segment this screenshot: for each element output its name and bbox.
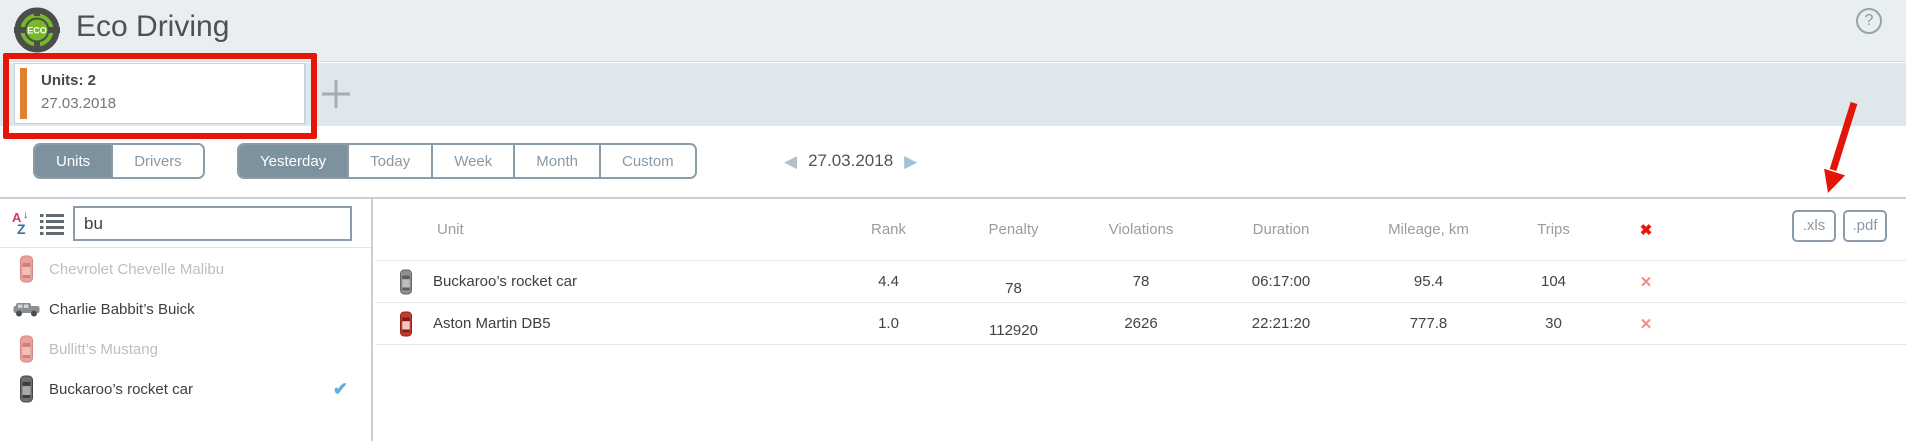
col-trips: Trips [1537, 221, 1570, 238]
unit-name: Charlie Babbit’s Buick [49, 300, 195, 318]
col-violations: Violations [1108, 221, 1174, 238]
penalty-value: 78 [1005, 280, 1022, 297]
list-item-buick[interactable]: Charlie Babbit’s Buick [0, 289, 371, 329]
date-navigator: ◀ 27.03.2018 ▶ [784, 143, 917, 179]
time-range-toggle: Yesterday Today Week Month Custom [237, 143, 697, 179]
eco-driving-table: Unit Rank Penalty Violations Duration Mi… [375, 199, 1906, 441]
car-top-dark-icon [13, 375, 40, 403]
car-top-pink-icon [13, 255, 40, 283]
tab-units[interactable]: Units [35, 145, 112, 177]
duration-value: 22:21:20 [1251, 315, 1311, 332]
violations-value: 78 [1132, 273, 1150, 290]
list-view-icon[interactable] [40, 213, 64, 240]
col-duration: Duration [1252, 221, 1310, 238]
export-pdf-button[interactable]: .pdf [1843, 209, 1887, 242]
sort-az-icon[interactable]: A ↓ Z [12, 209, 29, 237]
page-title: Eco Driving [76, 10, 230, 43]
col-rank: Rank [870, 221, 907, 238]
car-top-gray-icon [391, 269, 421, 295]
top-header-bar: ECO Eco Driving ? [0, 0, 1906, 62]
tab-week[interactable]: Week [431, 145, 514, 177]
car-top-pink-icon [13, 335, 40, 363]
table-header-row: Unit Rank Penalty Violations Duration Mi… [375, 199, 1906, 261]
list-item-chevrolet[interactable]: Chevrolet Chevelle Malibu [0, 249, 371, 289]
tab-yesterday[interactable]: Yesterday [239, 145, 348, 177]
export-xls-button[interactable]: .xls [1792, 209, 1836, 242]
unit-name: Buckaroo’s rocket car [49, 380, 193, 398]
table-row[interactable]: Aston Martin DB5 1.0 112920 2626 22:21:2… [375, 303, 1906, 345]
mileage-value: 95.4 [1413, 273, 1444, 290]
rank-value: 1.0 [878, 315, 899, 332]
list-item-mustang[interactable]: Bullitt’s Mustang [0, 329, 371, 369]
content-area: A ↓ Z [0, 199, 1906, 441]
col-unit: Unit [437, 221, 464, 238]
tab-title: Units: 2 [41, 72, 97, 89]
list-item-buckaroo[interactable]: Buckaroo’s rocket car ✔ [0, 369, 371, 409]
unit-search-input[interactable] [73, 206, 352, 241]
next-day-icon[interactable]: ▶ [904, 151, 918, 171]
remove-all-icon[interactable]: ✖ [1639, 221, 1653, 239]
selected-check-icon: ✔ [332, 378, 348, 399]
duration-value: 06:17:00 [1251, 273, 1311, 290]
unit-name: Buckaroo’s rocket car [433, 273, 577, 290]
unit-list: Chevrolet Chevelle Malibu Charlie [0, 249, 371, 409]
unit-sidebar: A ↓ Z [0, 199, 373, 441]
export-buttons: .xls .pdf [1681, 209, 1906, 242]
mileage-value: 777.8 [1409, 315, 1448, 332]
trips-value: 104 [1540, 273, 1567, 290]
mode-toggle: Units Drivers [33, 143, 205, 179]
eco-driving-logo-icon: ECO [13, 6, 61, 59]
trips-value: 30 [1545, 315, 1562, 332]
unit-name: Chevrolet Chevelle Malibu [49, 260, 225, 278]
car-top-red-icon [391, 311, 421, 337]
tab-date: 27.03.2018 [41, 95, 117, 112]
tab-today[interactable]: Today [347, 145, 432, 177]
remove-row-icon[interactable]: ✕ [1639, 315, 1653, 333]
filters-toolbar: Units Drivers Yesterday Today Week Month… [0, 126, 1906, 197]
penalty-value: 112920 [989, 322, 1038, 339]
tab-accent-bar [20, 68, 27, 119]
svg-text:ECO: ECO [27, 26, 47, 36]
prev-day-icon[interactable]: ◀ [784, 151, 798, 171]
tab-month[interactable]: Month [513, 145, 599, 177]
col-penalty: Penalty [988, 221, 1039, 238]
unit-name: Bullitt’s Mustang [49, 340, 158, 358]
sidebar-search-row: A ↓ Z [0, 199, 371, 248]
tab-custom[interactable]: Custom [598, 145, 695, 177]
remove-row-icon[interactable]: ✕ [1639, 273, 1653, 291]
content-divider [0, 197, 1906, 199]
table-row[interactable]: Buckaroo’s rocket car 4.4 78 78 06:17:00… [375, 261, 1906, 303]
rank-value: 4.4 [878, 273, 899, 290]
violations-value: 2626 [1124, 315, 1158, 332]
unit-name: Aston Martin DB5 [433, 315, 551, 332]
current-date: 27.03.2018 [808, 151, 894, 170]
add-tab-button[interactable] [320, 78, 352, 110]
tab-drivers[interactable]: Drivers [111, 145, 203, 177]
suv-side-gray-icon [13, 302, 40, 317]
active-report-tab[interactable]: Units: 2 27.03.2018 [14, 63, 305, 124]
help-icon[interactable]: ? [1856, 8, 1882, 34]
col-mileage: Mileage, km [1388, 221, 1469, 238]
report-tab-strip: Units: 2 27.03.2018 [0, 63, 1906, 126]
